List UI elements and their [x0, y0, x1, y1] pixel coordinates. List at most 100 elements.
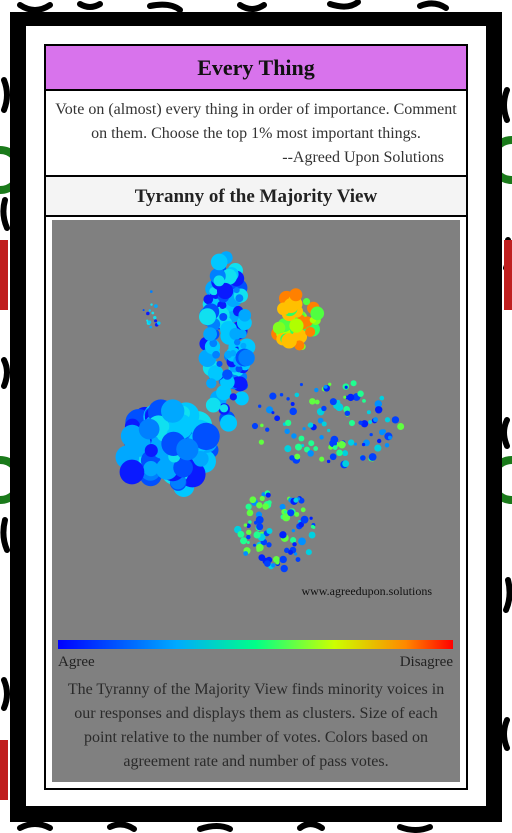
cluster-point — [336, 449, 343, 457]
cluster-point — [314, 387, 319, 393]
cluster-point — [374, 406, 383, 414]
cluster-point — [384, 417, 391, 423]
cluster-point — [279, 503, 286, 510]
cluster-point — [256, 547, 261, 552]
cluster-point — [150, 303, 153, 306]
intro-text: Vote on (almost) every thing in order of… — [55, 101, 457, 142]
cluster-point — [246, 534, 251, 540]
cluster-point — [266, 542, 272, 548]
cluster-point — [308, 440, 315, 447]
cluster-point — [314, 399, 320, 405]
cluster-point — [280, 564, 288, 573]
cluster-point — [309, 516, 313, 520]
cluster-point — [283, 510, 287, 514]
cluster-point — [360, 455, 366, 461]
cluster-point — [321, 405, 327, 412]
cluster-point — [161, 399, 185, 423]
cluster-point — [300, 515, 309, 524]
cluster-point — [347, 393, 355, 402]
cluster-point — [176, 438, 199, 461]
cluster-point — [271, 411, 275, 415]
attribution: --Agreed Upon Solutions — [282, 149, 444, 166]
cluster-point — [300, 507, 306, 513]
cluster-point — [260, 423, 264, 428]
cluster-point — [246, 523, 251, 528]
cluster-point — [219, 414, 238, 432]
cluster-point — [294, 511, 300, 517]
cluster-point — [305, 326, 316, 337]
cluster-point — [298, 521, 305, 528]
cluster-point — [348, 419, 355, 427]
cluster-point — [252, 543, 256, 547]
cluster-point — [266, 527, 273, 535]
legend-low: Agree — [58, 654, 95, 670]
cluster-point — [366, 410, 371, 415]
cluster-point — [238, 308, 252, 322]
cluster-point — [203, 294, 214, 305]
cluster-point — [332, 445, 338, 450]
cluster-point — [317, 417, 324, 424]
cluster-point — [310, 306, 325, 321]
cluster-point — [272, 321, 286, 335]
cluster-point — [240, 342, 247, 349]
cluster-point — [219, 312, 228, 322]
cluster-point — [216, 360, 223, 367]
cluster-point — [157, 321, 161, 325]
cluster-point — [284, 547, 290, 554]
cluster-point — [272, 555, 280, 563]
caption: The Tyranny of the Majority View finds m… — [67, 681, 445, 770]
cluster-point — [376, 438, 382, 444]
cluster-point — [206, 378, 217, 389]
cluster-point — [258, 404, 262, 408]
cluster-point — [148, 309, 151, 312]
cluster-point — [305, 549, 312, 556]
cluster-point — [321, 421, 327, 427]
section-title: Tyranny of the Majority View — [46, 177, 466, 217]
cluster-point — [286, 397, 290, 401]
cluster-point — [374, 444, 382, 452]
cluster-point — [219, 302, 226, 309]
cluster-point — [229, 350, 237, 357]
cluster-point — [282, 513, 291, 522]
cluster-point — [287, 509, 295, 517]
cluster-point — [138, 418, 160, 440]
cluster-point — [374, 400, 383, 408]
cluster-point — [307, 423, 311, 427]
cluster-point — [192, 422, 220, 451]
cluster-point — [308, 531, 316, 539]
cluster-point — [258, 439, 265, 445]
cluster-point — [235, 294, 244, 303]
cluster-point — [146, 311, 150, 316]
cluster-point — [281, 333, 297, 349]
cluster-point — [361, 442, 366, 447]
cluster-point — [235, 365, 243, 373]
cluster-point — [329, 439, 338, 448]
cluster-point — [384, 442, 390, 448]
cluster-point — [391, 416, 400, 424]
cluster-point — [326, 459, 331, 464]
cluster-point — [289, 318, 304, 333]
cluster-point — [229, 327, 242, 341]
cluster-point — [310, 524, 315, 529]
cluster-point — [309, 398, 316, 405]
cluster-point — [358, 420, 363, 425]
cluster-point — [284, 445, 292, 453]
cluster-point — [229, 393, 237, 401]
cluster-point — [368, 453, 377, 461]
cluster-point — [369, 432, 373, 437]
cluster-point — [246, 529, 252, 535]
cluster-point — [294, 392, 300, 398]
cluster-point — [304, 446, 310, 453]
cluster-point — [329, 398, 337, 406]
cluster-point — [143, 461, 159, 477]
cluster-point — [299, 382, 304, 387]
cluster-point — [373, 417, 379, 423]
cluster-point — [246, 509, 254, 517]
cluster-point — [256, 502, 263, 509]
cluster-point — [279, 531, 287, 539]
cluster-point — [292, 542, 297, 547]
cluster-point — [353, 442, 358, 446]
cluster-point — [249, 496, 257, 504]
cluster-point — [248, 520, 252, 524]
cluster-points — [115, 251, 405, 573]
